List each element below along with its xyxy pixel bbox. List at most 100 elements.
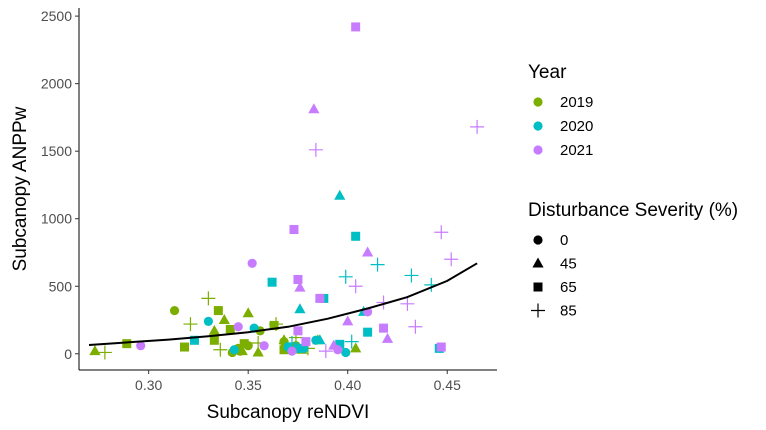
data-point	[239, 339, 249, 349]
legend-label-severity: 45	[560, 256, 577, 273]
data-point	[287, 346, 297, 356]
legend-label-year: 2021	[560, 142, 593, 159]
data-point	[252, 346, 264, 357]
legend-label-year: 2019	[560, 94, 593, 111]
data-point	[338, 269, 353, 284]
legend-key-year	[533, 145, 543, 155]
legend-key-severity	[532, 257, 544, 268]
y-tick-label: 0	[64, 346, 72, 362]
year-legend: Year 2019 2020 2021	[528, 62, 593, 159]
data-point	[225, 324, 235, 334]
y-axis-ticks: 0 500 1000 1500 2000 2500	[41, 8, 79, 362]
data-point	[136, 341, 146, 351]
data-point	[436, 342, 446, 352]
trend-line	[88, 262, 478, 346]
data-point	[318, 344, 333, 359]
legend-label-year: 2020	[560, 118, 593, 135]
data-point	[89, 345, 101, 356]
x-tick-label: 0.35	[235, 377, 262, 393]
severity-legend-title: Disturbance Severity (%)	[528, 200, 738, 221]
severity-legend: Disturbance Severity (%) 0 45 65 85	[528, 200, 738, 320]
data-point	[335, 339, 345, 349]
data-point	[183, 317, 198, 332]
data-point	[308, 142, 323, 157]
legend-key-year	[533, 97, 543, 107]
data-point	[269, 320, 279, 330]
data-point	[218, 314, 230, 325]
data-point	[242, 307, 254, 318]
data-point	[293, 275, 303, 284]
y-axis-title: Subcanopy ANPPw	[10, 106, 31, 271]
data-point	[444, 252, 459, 267]
data-point	[203, 316, 213, 326]
y-tick-label: 2000	[41, 76, 72, 92]
data-point	[314, 334, 326, 345]
data-point	[122, 339, 132, 349]
data-point	[344, 334, 359, 349]
y-tick-label: 500	[49, 278, 73, 294]
data-point	[363, 327, 373, 337]
data-point	[348, 279, 363, 294]
year-legend-title: Year	[528, 62, 567, 83]
data-point	[408, 319, 423, 334]
data-point	[379, 323, 389, 333]
data-point	[208, 324, 220, 335]
data-point	[351, 22, 361, 32]
data-point	[169, 305, 180, 316]
data-point	[97, 345, 112, 360]
x-tick-label: 0.45	[434, 377, 461, 393]
data-point	[213, 342, 228, 357]
data-point	[294, 303, 306, 314]
data-point	[294, 281, 306, 292]
data-point	[293, 326, 303, 336]
data-point	[278, 334, 290, 345]
data-point	[404, 268, 419, 283]
y-tick-label: 1500	[41, 143, 72, 159]
legend-label-severity: 85	[560, 303, 577, 320]
data-point	[381, 332, 394, 343]
data-point	[229, 345, 239, 355]
legend-key-severity	[533, 282, 543, 292]
legend-key-severity	[531, 303, 545, 318]
data-point	[342, 315, 354, 326]
x-axis-ticks: 0.30 0.35 0.40 0.45	[135, 370, 461, 393]
data-point	[233, 322, 243, 332]
data-point	[279, 345, 289, 355]
data-points	[89, 22, 485, 360]
data-point	[213, 306, 223, 316]
legend-key-severity	[533, 235, 543, 245]
data-point	[301, 337, 311, 347]
data-point	[351, 231, 361, 241]
x-tick-label: 0.30	[135, 377, 162, 393]
plot-area: 0 500 1000 1500 2000 2500 0.30 0.35 0.40 0.45	[41, 8, 497, 393]
data-point	[308, 103, 320, 114]
data-point	[247, 258, 257, 268]
data-point	[470, 119, 485, 134]
x-tick-label: 0.40	[334, 377, 361, 393]
data-point	[293, 343, 303, 353]
data-point	[236, 345, 248, 356]
y-tick-label: 1000	[41, 211, 72, 227]
legend-label-severity: 65	[560, 279, 577, 296]
data-point	[289, 225, 299, 235]
legend-label-severity: 0	[560, 232, 568, 249]
data-point	[341, 347, 351, 358]
data-point	[434, 225, 449, 240]
data-point	[315, 293, 325, 303]
x-axis-title: Subcanopy reNDVI	[207, 402, 370, 423]
data-point	[334, 189, 346, 200]
legend-key-year	[533, 121, 543, 131]
data-point	[209, 335, 219, 345]
data-point	[201, 291, 216, 306]
data-point	[328, 339, 340, 350]
data-point	[400, 296, 415, 311]
y-tick-label: 2500	[41, 8, 72, 24]
data-point	[189, 335, 199, 345]
data-point	[362, 246, 374, 257]
data-point	[267, 277, 277, 287]
data-point	[259, 341, 269, 351]
data-point	[370, 257, 385, 272]
data-point	[179, 342, 189, 352]
data-point	[350, 342, 362, 353]
